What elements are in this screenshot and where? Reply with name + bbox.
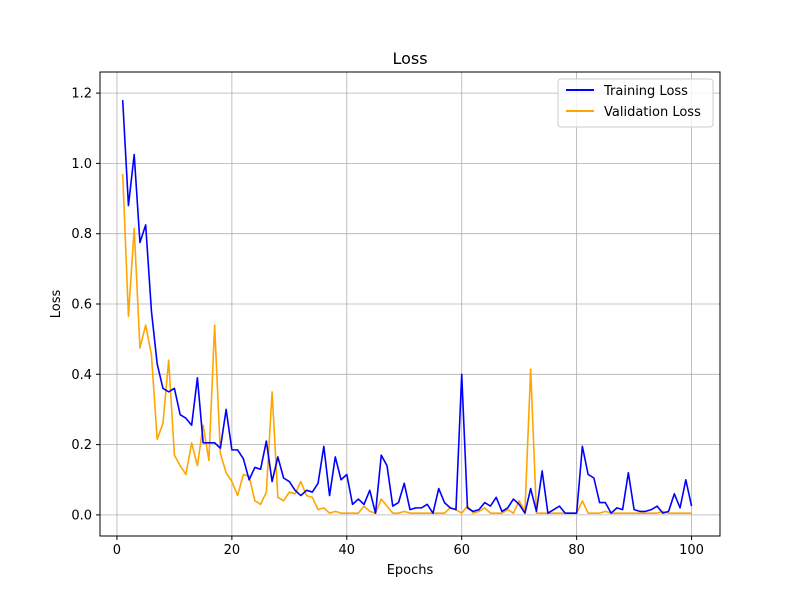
y-tick-label: 1.2 <box>71 87 92 102</box>
y-tick-label: 0.8 <box>71 227 92 242</box>
legend-label-training: Training Loss <box>603 84 688 99</box>
y-axis-ticks: 0.0 0.2 0.4 0.6 0.8 1.0 1.2 <box>71 87 100 523</box>
x-tick-label: 60 <box>453 543 470 558</box>
y-axis-label: Loss <box>49 290 64 319</box>
training-loss-line <box>121 100 693 514</box>
x-axis-ticks: 0 20 40 60 80 100 <box>113 536 704 558</box>
y-tick-label: 0.4 <box>71 368 92 383</box>
x-axis-label: Epochs <box>387 563 434 578</box>
x-tick-label: 20 <box>224 543 241 558</box>
legend: Training Loss Validation Loss <box>557 78 714 128</box>
y-tick-label: 0.2 <box>71 438 92 453</box>
validation-loss-line <box>121 173 692 514</box>
x-tick-label: 0 <box>113 543 121 558</box>
y-tick-label: 0.6 <box>71 298 92 313</box>
legend-label-validation: Validation Loss <box>604 105 701 120</box>
legend-box <box>557 78 714 128</box>
grid-lines <box>100 72 720 536</box>
chart-title: Loss <box>392 49 427 68</box>
x-tick-label: 100 <box>679 543 704 558</box>
y-tick-label: 1.0 <box>71 157 92 172</box>
series-lines <box>121 100 693 514</box>
x-tick-label: 80 <box>568 543 585 558</box>
y-tick-label: 0.0 <box>71 508 92 523</box>
x-tick-label: 40 <box>339 543 356 558</box>
